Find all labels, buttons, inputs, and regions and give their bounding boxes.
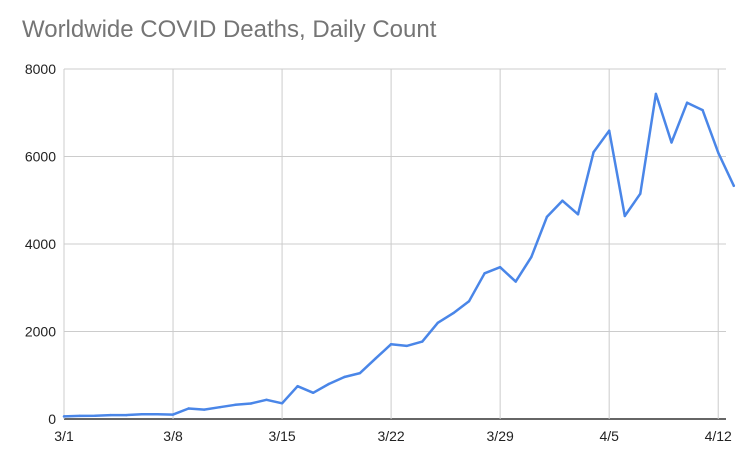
- data-point: [545, 215, 549, 219]
- x-tick-label: 4/12: [705, 428, 732, 444]
- data-point: [717, 151, 720, 154]
- data-point: [280, 402, 284, 405]
- data-point: [467, 300, 471, 303]
- y-tick-label: 0: [48, 411, 56, 427]
- data-point: [109, 413, 112, 417]
- data-point: [623, 214, 626, 218]
- data-point: [234, 403, 237, 406]
- data-point: [249, 402, 253, 405]
- data-point: [327, 382, 330, 386]
- data-point: [561, 199, 564, 202]
- data-point: [343, 375, 346, 379]
- data-point: [140, 413, 144, 416]
- data-point: [405, 344, 408, 348]
- data-point: [670, 141, 673, 144]
- x-tick-label: 3/29: [487, 428, 514, 444]
- x-axis-labels: 3/1 3/8 3/15 3/22 3/29 4/5 4/12: [54, 428, 732, 444]
- data-point: [265, 398, 268, 401]
- data-point: [701, 108, 704, 112]
- data-point: [358, 371, 362, 375]
- y-tick-label: 6000: [25, 149, 56, 165]
- data-point: [218, 406, 221, 409]
- data-point: [576, 213, 580, 216]
- x-tick-label: 3/1: [54, 428, 74, 444]
- data-point: [296, 385, 299, 388]
- data-point: [389, 343, 393, 346]
- y-tick-label: 8000: [25, 61, 56, 77]
- gridlines: [63, 68, 726, 420]
- data-point: [171, 413, 175, 416]
- data-point: [421, 340, 424, 343]
- data-point: [639, 192, 642, 195]
- data-line-layer: [62, 92, 736, 418]
- data-point: [125, 413, 128, 417]
- series-line-0: [62, 92, 736, 418]
- x-tick-label: 3/8: [163, 428, 183, 444]
- data-point: [94, 414, 97, 417]
- data-point: [685, 101, 689, 104]
- x-tick-label: 4/5: [599, 428, 619, 444]
- data-point: [608, 129, 611, 132]
- data-point: [592, 150, 595, 154]
- data-point: [654, 92, 658, 96]
- data-point: [187, 407, 190, 410]
- data-point: [374, 357, 377, 360]
- data-point: [483, 272, 486, 275]
- data-point: [530, 255, 533, 259]
- data-point: [312, 391, 315, 394]
- data-point: [452, 311, 455, 315]
- data-point: [156, 413, 159, 416]
- data-point: [62, 415, 66, 418]
- data-point: [732, 184, 735, 187]
- chart-title: Worldwide COVID Deaths, Daily Count: [22, 16, 437, 43]
- y-tick-label: 4000: [25, 236, 56, 252]
- data-point: [203, 408, 206, 411]
- data-point: [436, 321, 439, 324]
- x-tick-label: 3/22: [377, 428, 404, 444]
- y-axis-labels: 0 2000 4000 6000 8000: [25, 61, 56, 427]
- y-tick-label: 2000: [25, 324, 56, 340]
- x-tick-label: 3/15: [268, 428, 295, 444]
- data-point: [514, 280, 517, 283]
- data-point: [78, 414, 81, 418]
- data-point: [498, 266, 502, 269]
